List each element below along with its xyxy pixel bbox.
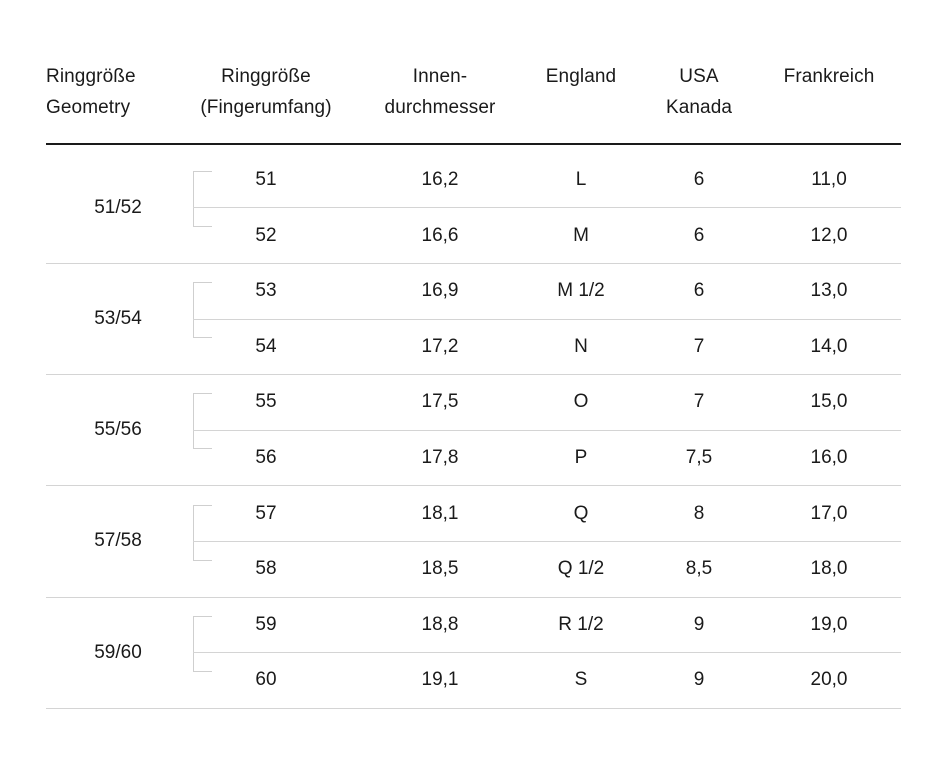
cell-innendurchmesser: 17,5 [421, 391, 459, 413]
cell-england: Q 1/2 [557, 558, 605, 580]
cell-usa-kanada: 9 [693, 613, 705, 635]
header-line: Frankreich [783, 66, 875, 87]
group-divider [46, 596, 901, 598]
group-divider [46, 374, 901, 376]
cell-england: P [574, 447, 588, 468]
header-line: Kanada [665, 97, 733, 118]
cell-frankreich: 14,0 [810, 335, 848, 357]
cell-fingerumfang: 55 [255, 391, 277, 413]
cell-england: L [575, 169, 587, 190]
cell-england: M 1/2 [557, 280, 605, 302]
header-innendurchmesser: Innen- durchmesser [385, 61, 496, 123]
cell-fingerumfang: 60 [255, 669, 277, 691]
group-bracket [193, 282, 212, 339]
cell-innendurchmesser: 16,2 [421, 169, 459, 190]
group-bracket [193, 171, 212, 227]
header-line: durchmesser [384, 97, 496, 118]
cell-usa-kanada: 7 [693, 335, 705, 357]
group-label: 55/56 [94, 419, 142, 441]
header-divider [46, 143, 901, 145]
row-divider [193, 540, 901, 542]
group-divider [46, 262, 901, 264]
cell-fingerumfang: 59 [255, 613, 277, 635]
cell-frankreich: 16,0 [810, 447, 848, 468]
row-divider [193, 429, 901, 431]
cell-frankreich: 13,0 [810, 280, 848, 302]
header-line: Ringgröße [46, 66, 136, 87]
cell-usa-kanada: 6 [693, 280, 705, 302]
cell-innendurchmesser: 17,8 [421, 447, 459, 468]
cell-fingerumfang: 53 [255, 280, 277, 302]
cell-england: N [574, 335, 588, 357]
header-line: Innen- [412, 66, 468, 87]
header-england: England [546, 61, 616, 92]
cell-innendurchmesser: 17,2 [421, 335, 459, 357]
header-line: USA [679, 66, 719, 87]
cell-innendurchmesser: 18,8 [421, 613, 459, 635]
cell-england: R 1/2 [558, 613, 604, 635]
cell-frankreich: 17,0 [810, 502, 848, 524]
group-bracket [193, 504, 212, 561]
row-divider [193, 318, 901, 320]
row-divider [193, 652, 901, 654]
cell-fingerumfang: 56 [255, 447, 277, 468]
cell-usa-kanada: 7 [693, 391, 705, 413]
header-line: England [545, 66, 617, 87]
group-label: 53/54 [94, 308, 142, 329]
group-bracket [193, 393, 212, 450]
cell-fingerumfang: 52 [255, 224, 277, 246]
cell-usa-kanada: 6 [693, 224, 705, 246]
group-label: 59/60 [94, 641, 142, 663]
header-ringgroesse-fingerumfang: Ringgröße (Fingerumfang) [200, 61, 331, 123]
cell-fingerumfang: 51 [255, 169, 277, 190]
cell-innendurchmesser: 18,1 [421, 502, 459, 524]
group-label: 57/58 [94, 530, 142, 552]
cell-usa-kanada: 6 [693, 169, 705, 190]
group-divider [46, 707, 901, 709]
cell-frankreich: 18,0 [810, 558, 848, 580]
cell-england: Q [573, 502, 589, 524]
header-line: Geometry [46, 97, 131, 118]
cell-usa-kanada: 7,5 [685, 447, 713, 468]
group-divider [46, 485, 901, 487]
header-line: (Fingerumfang) [200, 97, 332, 118]
header-line: Ringgröße [221, 66, 311, 87]
cell-frankreich: 19,0 [810, 613, 848, 635]
cell-innendurchmesser: 18,5 [421, 558, 459, 580]
cell-fingerumfang: 54 [255, 335, 277, 357]
cell-usa-kanada: 8 [693, 502, 705, 524]
cell-frankreich: 11,0 [811, 169, 847, 190]
cell-england: M [573, 224, 589, 246]
cell-usa-kanada: 8,5 [685, 558, 713, 580]
cell-england: O [573, 391, 589, 413]
cell-usa-kanada: 9 [693, 669, 705, 691]
cell-fingerumfang: 58 [255, 558, 277, 580]
header-ringgroesse-geometry: Ringgröße Geometry [46, 61, 136, 123]
cell-frankreich: 15,0 [810, 391, 848, 413]
group-bracket [193, 615, 212, 672]
header-usa-kanada: USA Kanada [666, 61, 732, 123]
header-frankreich: Frankreich [784, 61, 875, 92]
cell-fingerumfang: 57 [255, 502, 277, 524]
cell-innendurchmesser: 16,9 [421, 280, 459, 302]
group-label: 51/52 [94, 196, 142, 218]
cell-innendurchmesser: 19,1 [421, 669, 459, 691]
cell-frankreich: 12,0 [810, 224, 848, 246]
cell-england: S [574, 669, 588, 691]
row-divider [193, 207, 901, 209]
cell-frankreich: 20,0 [810, 669, 848, 691]
cell-innendurchmesser: 16,6 [421, 224, 459, 246]
